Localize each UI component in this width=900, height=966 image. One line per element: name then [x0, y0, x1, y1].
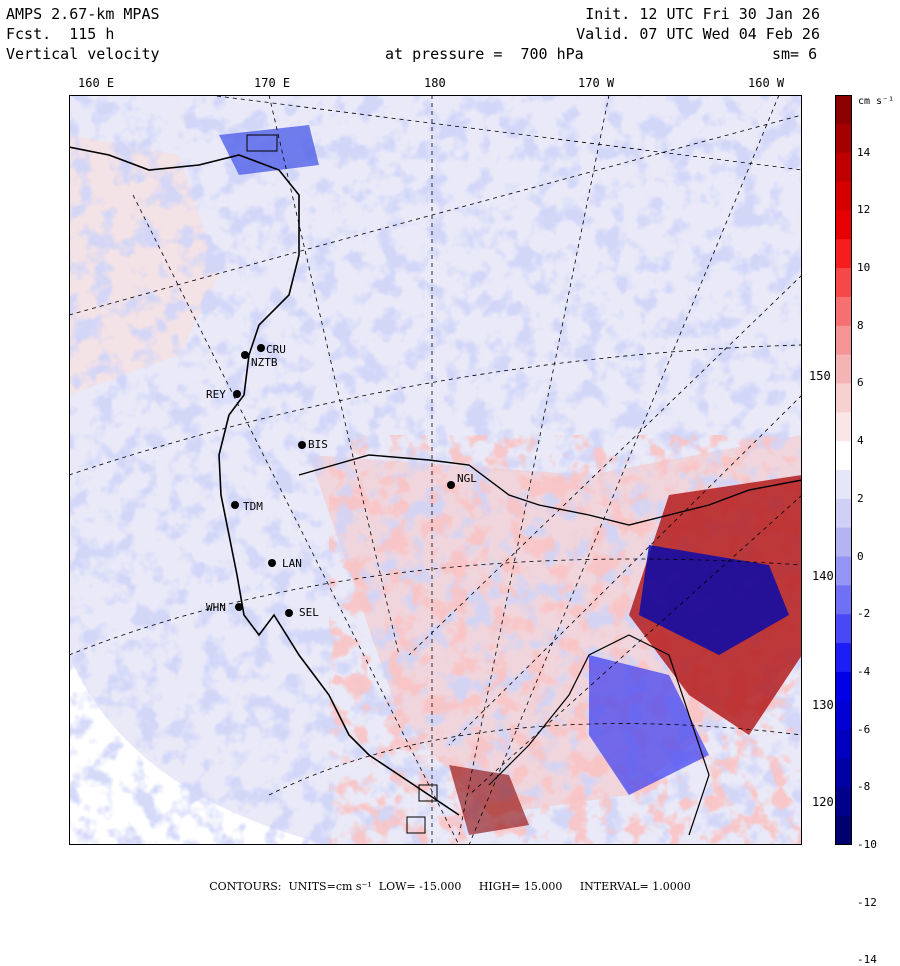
colorbar-tick-label: -10 — [857, 838, 877, 851]
colorbar-swatch — [835, 498, 852, 529]
footer-interval: INTERVAL= 1.0000 — [579, 880, 691, 893]
coastline-west — [69, 146, 460, 816]
colorbar-tick-label: 10 — [857, 261, 871, 275]
colorbar-frame — [835, 95, 852, 845]
footer-low: LOW= -15.000 — [378, 880, 462, 893]
ice-shelf-edge — [298, 454, 802, 526]
marker-box-2 — [406, 816, 426, 834]
colorbar-swatch — [835, 152, 852, 183]
station-nztb: NZTB — [251, 356, 278, 369]
colorbar-swatch — [835, 412, 852, 442]
station-lan: LAN — [282, 557, 302, 570]
colorbar-swatch — [835, 95, 852, 125]
colorbar-swatch — [835, 354, 852, 384]
contour-info: CONTOURS: UNITS=cm s⁻¹ LOW= -15.000 HIGH… — [0, 880, 900, 893]
colorbar-tick-label: 6 — [857, 376, 864, 390]
lon-label-170e: 170 E — [254, 76, 291, 90]
header-right: Init. 12 UTC Fri 30 Jan 26 Valid. 07 UTC … — [576, 4, 820, 44]
smoothing-label: sm= 6 — [772, 45, 818, 63]
colorbar-swatch — [835, 296, 852, 327]
colorbar-swatch — [835, 729, 852, 759]
colorbar-tick-label: 8 — [857, 318, 864, 332]
colorbar-tick-label: 12 — [857, 203, 871, 217]
init-time: Init. 12 UTC Fri 30 Jan 26 — [585, 5, 820, 23]
pressure-level: at pressure = 700 hPa — [385, 45, 584, 63]
colorbar-swatch — [835, 527, 852, 558]
colorbar-swatch — [835, 123, 852, 154]
colorbar-tick-label: 14 — [857, 145, 871, 159]
colorbar-tick-label: 2 — [857, 491, 864, 505]
station-cru: CRU — [266, 343, 286, 356]
descent-region-north — [219, 125, 319, 175]
marker-box-1 — [418, 784, 438, 802]
colorbar-swatch — [835, 643, 852, 673]
strong-descent-east — [639, 545, 789, 655]
colorbar-tick-label: -8 — [857, 780, 871, 794]
station-bis: BIS — [308, 438, 328, 451]
valid-time: Valid. 07 UTC Wed 04 Feb 26 — [576, 25, 820, 43]
lon-label-170w: 170 W — [578, 76, 615, 90]
marker-box-3 — [246, 134, 278, 152]
map-frame — [69, 95, 802, 845]
colorbar-swatch — [835, 181, 852, 211]
colorbar-swatch — [835, 671, 852, 702]
colorbar-swatch — [835, 585, 852, 615]
colorbar-swatch — [835, 325, 852, 356]
colorbar-swatch — [835, 787, 852, 817]
model-name: AMPS 2.67-km MPAS — [6, 5, 160, 23]
station-rey: REY — [206, 388, 226, 401]
lon-label-160e: 160 E — [78, 76, 115, 90]
colorbar-tick-label: -6 — [857, 722, 871, 736]
station-ngl: NGL — [457, 472, 477, 485]
coastline-east — [488, 634, 710, 836]
colorbar-unit: cm s⁻¹ — [858, 96, 895, 107]
colorbar — [835, 95, 852, 845]
descent-region-south — [589, 655, 709, 795]
station-sel: SEL — [299, 606, 319, 619]
colorbar-swatch — [835, 700, 852, 731]
forecast-hour: Fcst. 115 h — [6, 25, 115, 43]
footer-high: HIGH= 15.000 — [478, 880, 563, 893]
colorbar-tick-label: 4 — [857, 434, 864, 448]
colorbar-swatch — [835, 441, 852, 471]
station-dots — [231, 344, 455, 617]
footer-contours: CONTOURS: — [209, 880, 282, 893]
colorbar-swatch — [835, 614, 852, 644]
station-whn: WHN — [206, 601, 226, 614]
ascent-region-south — [449, 765, 529, 835]
footer-units: UNITS=cm s⁻¹ — [288, 880, 372, 893]
colorbar-tick-label: -4 — [857, 664, 871, 678]
lon-label-160w: 160 W — [748, 76, 785, 90]
colorbar-swatch — [835, 210, 852, 240]
colorbar-swatch — [835, 383, 852, 413]
colorbar-swatch — [835, 239, 852, 269]
colorbar-swatch — [835, 556, 852, 586]
colorbar-swatch — [835, 268, 852, 298]
colorbar-tick-label: -12 — [857, 895, 877, 909]
colorbar-swatch — [835, 470, 852, 500]
colorbar-tick-label: -14 — [857, 953, 877, 966]
colorbar-swatch — [835, 758, 852, 788]
colorbar-tick-label: -2 — [857, 607, 871, 621]
lon-label-180: 180 — [424, 76, 446, 90]
station-tdm: TDM — [243, 500, 263, 513]
header-left: AMPS 2.67-km MPAS Fcst. 115 h Vertical vel… — [6, 4, 160, 64]
field-name: Vertical velocity — [6, 45, 160, 63]
graticule — [69, 95, 802, 845]
colorbar-swatch — [835, 816, 852, 845]
colorbar-tick-label: 0 — [857, 549, 864, 563]
vertical-velocity-map — [69, 95, 802, 845]
